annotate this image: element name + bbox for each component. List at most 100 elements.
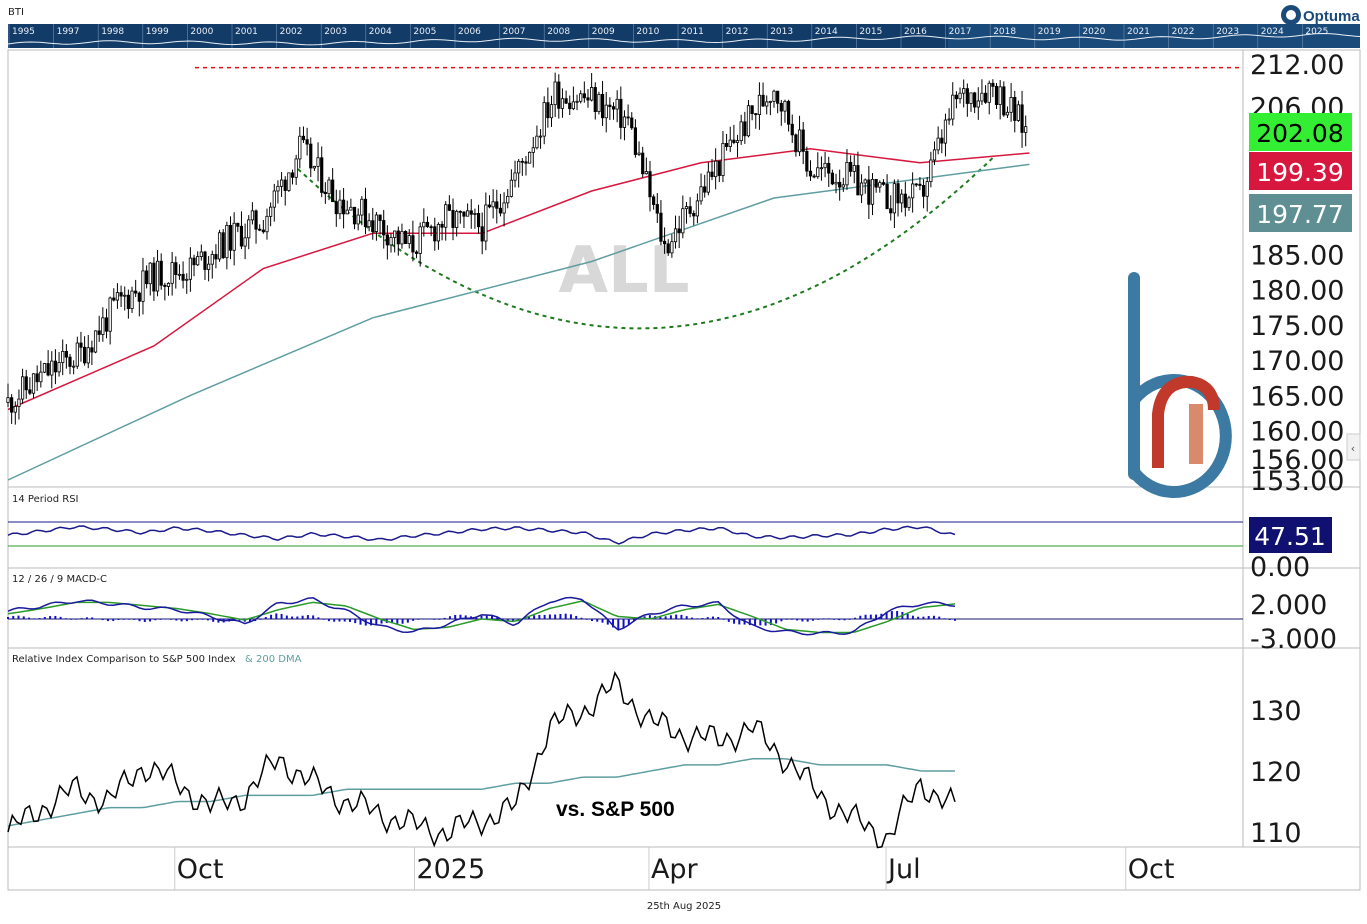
candle-body: [648, 171, 652, 198]
candle-body: [772, 90, 776, 102]
candle-body: [24, 376, 28, 391]
macd-histogram-bar: [54, 615, 57, 619]
macd-histogram-bar: [838, 619, 841, 621]
macd-histogram-bar: [412, 619, 415, 621]
candle-body: [97, 330, 101, 335]
price-tick-label: 153.00: [1250, 466, 1344, 497]
candle-body: [579, 93, 583, 102]
candle-body: [746, 105, 751, 137]
candle-body: [932, 149, 937, 161]
candle-body: [673, 228, 678, 243]
candle-body: [367, 220, 371, 228]
panel-frames: [7, 49, 1361, 891]
chevron-left-icon: ‹: [1351, 442, 1355, 455]
macd-histogram-bar: [33, 618, 36, 620]
macd-histogram-bar: [506, 619, 509, 621]
macd-histogram-bar: [275, 613, 278, 619]
candle-body: [130, 290, 134, 309]
candle-body: [531, 147, 535, 153]
candle-body: [717, 160, 721, 176]
candle-body: [272, 190, 276, 208]
candle-body: [181, 273, 185, 281]
candle-body: [867, 179, 871, 205]
candle-body: [790, 123, 794, 136]
candle-body: [385, 234, 389, 246]
macd-histogram-bar: [101, 619, 104, 621]
candle-body: [301, 135, 306, 141]
macd-histogram-bar: [464, 615, 467, 619]
relative-tick-label: 130: [1250, 696, 1302, 727]
candle-body: [473, 213, 477, 215]
candle-body: [298, 135, 302, 160]
candle-body: [528, 151, 532, 164]
macd-line: [7, 596, 956, 636]
price-tick-label: 165.00: [1250, 381, 1344, 412]
candle-body: [75, 342, 79, 367]
macd-panel[interactable]: 12 / 26 / 9 MACD-C 2.000-3.000: [7, 574, 1337, 655]
candle-body: [783, 100, 787, 112]
macd-histogram-bar: [138, 619, 141, 622]
candle-body: [695, 200, 700, 217]
candle-body: [728, 139, 732, 147]
overview-year-label: 2020: [1082, 27, 1105, 37]
candle-body: [115, 292, 120, 301]
macd-histogram-bar: [433, 619, 436, 620]
candle-body: [283, 179, 287, 191]
candle-body: [655, 204, 659, 214]
macd-histogram-bar: [96, 618, 99, 620]
candle-body: [141, 270, 145, 302]
candle-body: [951, 94, 955, 120]
relative-panel[interactable]: Relative Index Comparison to S&P 500 Ind…: [7, 654, 1302, 849]
candle-body: [309, 143, 313, 169]
macd-histogram-bar: [512, 619, 515, 622]
candle-body: [276, 185, 280, 192]
candle-body: [571, 101, 575, 110]
macd-histogram-bar: [196, 619, 199, 620]
candle-body: [834, 181, 838, 185]
candle-body: [466, 210, 470, 217]
candle-body: [929, 159, 933, 183]
macd-histogram-bar: [790, 619, 793, 620]
macd-histogram-bar: [711, 616, 714, 619]
candle-body: [378, 214, 382, 221]
macd-histogram-bar: [696, 618, 699, 620]
macd-histogram-bar: [312, 615, 315, 619]
candle-body: [356, 214, 360, 225]
overview-year-label: 2024: [1261, 27, 1284, 37]
candle-body: [334, 201, 338, 215]
overview-year-label: 2021: [1127, 27, 1150, 37]
candle-body: [101, 317, 105, 335]
macd-histogram-bar: [922, 616, 925, 619]
candle-body: [611, 106, 616, 110]
overview-year-label: 2001: [235, 27, 258, 37]
price-badge-label: 197.77: [1256, 200, 1343, 229]
candle-body: [670, 241, 674, 254]
candle-body: [433, 226, 437, 242]
candle-body: [633, 127, 638, 155]
candle-body: [495, 201, 499, 209]
macd-histogram-bar: [580, 617, 583, 619]
macd-histogram-bar: [811, 619, 814, 621]
relative-title: Relative Index Comparison to S&P 500 Ind…: [12, 654, 236, 665]
candle-body: [294, 158, 298, 178]
rsi-panel[interactable]: 14 Period RSI 0.00 47.51: [7, 494, 1332, 583]
candle-body: [64, 351, 68, 358]
candle-body: [418, 226, 422, 254]
candle-body: [254, 210, 258, 230]
candle-body: [462, 211, 466, 217]
candle-body: [827, 162, 831, 174]
candle-body: [476, 213, 481, 228]
collapse-panel-button[interactable]: ‹: [1346, 433, 1361, 461]
macd-histogram-bar: [7, 617, 9, 619]
overview-year-label: 2023: [1216, 27, 1239, 37]
candle-body: [568, 102, 572, 110]
macd-histogram-bar: [59, 616, 62, 619]
candle-body: [1005, 111, 1010, 116]
overview-strip[interactable]: 1995 1997 1998 1999 2000 2001 2002 2003 2004 2005…: [7, 24, 1361, 48]
macd-histogram-bar: [564, 613, 567, 619]
candle-body: [269, 206, 273, 217]
macd-histogram-bar: [648, 615, 651, 619]
candle-body: [444, 204, 448, 228]
overview-year-label: 2018: [993, 27, 1016, 37]
